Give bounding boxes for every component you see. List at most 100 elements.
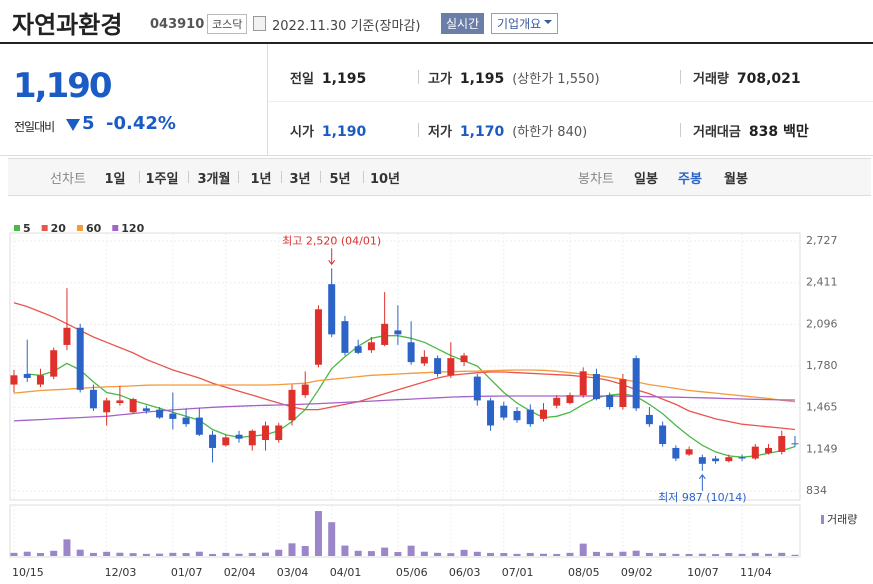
volume-bar <box>672 553 680 556</box>
volume-bar <box>566 552 574 556</box>
legend-label: 60 <box>86 222 102 235</box>
x-tick-label: 10/07 <box>687 566 719 579</box>
annotation-arrowhead <box>698 473 706 480</box>
summary-value: 838 백만 <box>748 124 809 140</box>
volume-bar <box>116 552 124 556</box>
volume-bar <box>659 553 667 556</box>
tab-group-label: 봉차트 <box>578 172 614 187</box>
candle-body <box>394 330 402 335</box>
candle-body <box>645 414 653 425</box>
moving-average-line <box>13 369 796 403</box>
volume-bar <box>89 552 97 556</box>
tab-separator <box>320 171 321 183</box>
legend-label: 5 <box>23 222 31 235</box>
candle-body <box>566 395 574 404</box>
candle-body <box>367 342 375 351</box>
volume-bar <box>394 552 402 556</box>
annotation-label: 최저 987 (10/14) <box>658 491 747 504</box>
stock-code: 043910 <box>150 17 205 32</box>
volume-frame <box>9 504 801 558</box>
legend-label: 20 <box>51 222 67 235</box>
volume-bar <box>142 553 150 556</box>
period-tab[interactable]: 10년 <box>369 172 401 187</box>
realtime-button[interactable]: 실시간 <box>441 13 485 34</box>
volume-bar <box>725 553 733 556</box>
volume-bar <box>592 551 600 556</box>
volume-bar <box>367 551 375 556</box>
summary-note: (하한가 840) <box>512 125 588 140</box>
candle-body <box>209 434 217 448</box>
candle-body <box>288 389 296 421</box>
period-tab[interactable]: 5년 <box>329 172 351 187</box>
volume-bar <box>275 549 283 556</box>
volume-bar <box>262 552 270 556</box>
candle-body <box>275 425 283 441</box>
x-tick-label: 04/01 <box>330 566 362 579</box>
row-divider <box>268 101 873 102</box>
volume-legend: 거래량 <box>827 513 857 526</box>
volume-bar <box>222 552 230 556</box>
volume-bar <box>169 552 177 556</box>
market-badge: 코스닥 <box>207 14 248 34</box>
candle-body <box>592 373 600 400</box>
date: 2022.11.30 기준(장마감) <box>272 19 421 34</box>
summary-bottom <box>268 155 873 156</box>
candle-body <box>407 342 415 363</box>
period-tab[interactable]: 1년 <box>250 172 272 187</box>
summary-value: 1,195 <box>321 71 367 87</box>
period-tab[interactable]: 3개월 <box>197 172 231 187</box>
candle-tab[interactable]: 월봉 <box>724 172 748 187</box>
summary-label: 거래량 <box>693 72 729 87</box>
summary-label: 시가 <box>290 125 314 140</box>
volume-bar <box>354 550 362 556</box>
candle-body <box>262 425 270 441</box>
candle-body <box>698 457 706 464</box>
period-tab[interactable]: 1일 <box>104 172 126 187</box>
company-button-label[interactable]: 기업개요 <box>497 17 542 31</box>
volume-bar <box>209 553 217 556</box>
x-tick-label: 09/02 <box>621 566 653 579</box>
x-tick-label: 06/03 <box>449 566 481 579</box>
period-tab[interactable]: 1주일 <box>145 172 179 187</box>
y-tick-label: 834 <box>806 484 827 497</box>
candle-body <box>725 457 733 462</box>
candle-body <box>195 417 203 435</box>
volume-bar <box>685 553 693 556</box>
y-tick-label: 2,096 <box>806 317 838 330</box>
x-tick-label: 07/01 <box>502 566 534 579</box>
annotation-label: 최고 2,520 (04/01) <box>282 234 381 247</box>
candle-body <box>526 409 534 425</box>
moving-average-line <box>13 395 796 422</box>
company-button[interactable]: 기업개요 <box>491 13 559 34</box>
volume-bar <box>420 551 428 556</box>
candle-tab[interactable]: 일봉 <box>634 172 658 187</box>
x-tick-label: 08/05 <box>568 566 600 579</box>
volume-bar <box>738 553 746 556</box>
summary-value: 708,021 <box>736 71 801 87</box>
candle-body <box>659 425 667 444</box>
period-tab[interactable]: 3년 <box>289 172 311 187</box>
summary-value: 1,170 <box>459 124 505 140</box>
candle-body <box>632 358 640 409</box>
candle-body <box>328 284 336 335</box>
volume-bar <box>606 552 614 556</box>
volume-bar <box>791 554 799 556</box>
candle-body <box>420 356 428 364</box>
candle-tab[interactable]: 주봉 <box>678 172 702 187</box>
candle-body <box>434 358 442 374</box>
summary-value: 1,190 <box>321 124 367 140</box>
candle-body <box>738 457 746 459</box>
change: 5 <box>82 113 95 134</box>
candle-body <box>169 413 177 419</box>
x-tick-label: 01/07 <box>171 566 203 579</box>
candle-body <box>76 327 84 390</box>
candle-body <box>129 399 137 413</box>
volume-bar <box>156 553 164 556</box>
moving-average-line <box>13 302 796 431</box>
candle-body <box>314 309 322 365</box>
volume-bar <box>553 553 561 556</box>
volume-bar <box>751 552 759 556</box>
candle-body <box>354 346 362 353</box>
col-divider <box>680 70 681 84</box>
candle-body <box>63 327 71 345</box>
